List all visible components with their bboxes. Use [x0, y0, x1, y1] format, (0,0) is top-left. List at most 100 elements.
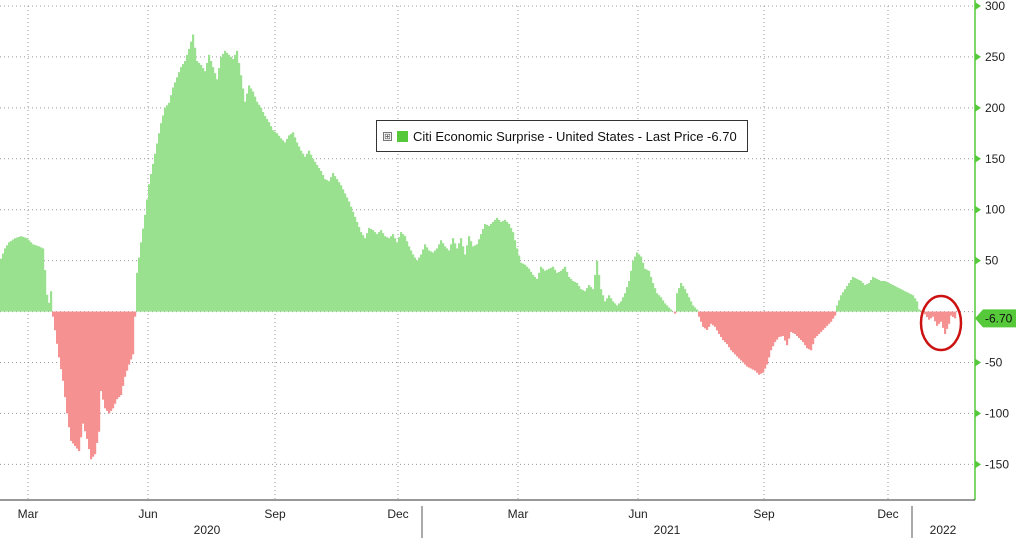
data-bar [556, 272, 559, 312]
data-bar [758, 311, 761, 375]
data-bar [302, 153, 305, 312]
data-bar [822, 311, 825, 330]
data-bar [446, 248, 449, 312]
data-bar [950, 311, 953, 316]
data-bar [138, 257, 141, 312]
data-bar [94, 311, 97, 455]
data-bar [226, 52, 229, 312]
data-bar [910, 294, 913, 312]
data-bar [24, 237, 27, 312]
data-bar [52, 311, 55, 317]
data-bar [920, 310, 923, 312]
data-bar [406, 241, 409, 312]
x-month-label: Jun [628, 507, 647, 521]
data-bar [172, 87, 175, 312]
data-bar [420, 254, 423, 312]
data-bar [162, 115, 165, 312]
data-bar [780, 311, 783, 337]
data-bar [424, 244, 427, 312]
data-bar [430, 251, 433, 312]
data-bar [736, 311, 739, 357]
data-bar [188, 48, 191, 312]
data-bar [452, 238, 455, 312]
data-bar [724, 311, 727, 343]
data-bar [254, 96, 257, 312]
last-price-label: -6.70 [985, 311, 1013, 325]
data-bar [92, 311, 95, 457]
data-bar [536, 278, 539, 312]
data-bar [284, 142, 287, 312]
y-tick-label: 100 [985, 203, 1005, 217]
data-bar [732, 311, 735, 353]
data-bar [246, 93, 249, 312]
data-bar [760, 311, 763, 374]
data-bar [730, 311, 733, 351]
data-bar [260, 107, 263, 312]
data-bar [156, 143, 159, 312]
data-bar [916, 301, 919, 312]
data-bar [850, 279, 853, 312]
data-bar [566, 271, 569, 312]
data-bar [820, 311, 823, 332]
data-bar [102, 311, 105, 400]
data-bar [316, 164, 319, 312]
data-bar [274, 131, 277, 312]
data-bar [204, 71, 207, 312]
data-bar [728, 311, 731, 348]
data-bar [224, 50, 227, 312]
legend-toggle-icon[interactable]: ⊞ [383, 131, 392, 141]
data-bar [472, 246, 475, 312]
data-bar [44, 270, 47, 312]
data-bar [454, 243, 457, 312]
data-bar [948, 311, 951, 324]
data-bar [490, 223, 493, 312]
y-tick-marker [975, 103, 981, 112]
y-tick-marker [975, 205, 981, 214]
data-bar [240, 75, 243, 312]
data-bar [234, 54, 237, 312]
data-bar [282, 140, 285, 312]
data-bar [352, 211, 355, 312]
highlight-circle [919, 294, 963, 352]
data-bar [66, 311, 69, 414]
data-bar [142, 228, 145, 312]
data-bar [478, 239, 481, 312]
data-bar [814, 311, 817, 339]
data-bar [552, 266, 555, 312]
data-bar [356, 221, 359, 312]
data-bar [580, 289, 583, 312]
data-bar [228, 54, 231, 312]
data-bar [636, 252, 639, 312]
axis-labels: 300 250 200 150 100 50 -50 -100 -150 -6.70 Mar Jun S… [18, 0, 1013, 537]
data-bar [790, 311, 793, 332]
data-bar [622, 297, 625, 312]
data-bar [602, 295, 605, 312]
data-bar [312, 158, 315, 312]
data-bar [816, 311, 819, 337]
data-bar [646, 269, 649, 312]
data-bar [772, 311, 775, 347]
legend[interactable]: ⊞ Citi Economic Surprise - United States… [376, 120, 748, 152]
data-bar [888, 283, 891, 312]
data-bar [596, 260, 599, 312]
data-bar [382, 233, 385, 312]
data-bar [414, 257, 417, 312]
data-bar [376, 234, 379, 312]
data-bar [334, 176, 337, 312]
data-bar [722, 311, 725, 341]
data-bar [544, 270, 547, 312]
data-bar [70, 311, 73, 441]
data-bar [678, 288, 681, 312]
data-bar [576, 283, 579, 312]
data-bar [444, 246, 447, 312]
data-bar [88, 311, 91, 450]
data-bar [744, 311, 747, 365]
data-bar [550, 267, 553, 312]
data-bar [518, 255, 521, 312]
data-bar [268, 122, 271, 312]
data-bar [82, 311, 85, 424]
data-bar [680, 283, 683, 312]
data-bar [630, 270, 633, 312]
data-bar [942, 311, 945, 328]
